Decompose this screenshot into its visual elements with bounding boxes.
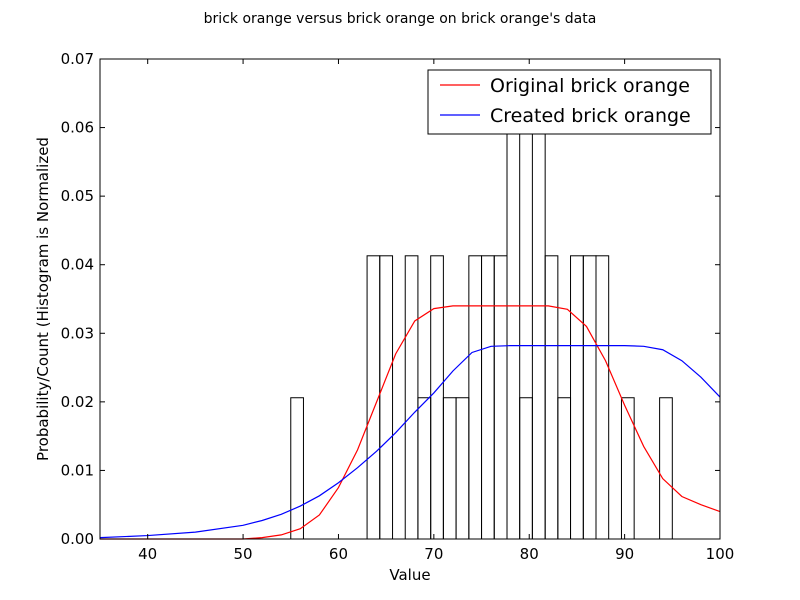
- y-tick-label: 0.02: [61, 393, 94, 411]
- x-axis-label: Value: [389, 566, 430, 584]
- series-line-created: [99, 345, 721, 539]
- x-tick-label: 50: [234, 545, 253, 563]
- histogram-bar: [455, 397, 470, 540]
- histogram-bar: [595, 255, 610, 540]
- axes-frame: [99, 58, 721, 540]
- histogram-bar: [442, 397, 457, 540]
- histogram-bar: [493, 255, 508, 540]
- x-tick-label: 90: [615, 545, 634, 563]
- histogram-bar: [430, 255, 444, 540]
- histogram-bar: [379, 255, 394, 540]
- histogram-bar: [531, 114, 546, 540]
- legend-label-created: Created brick orange: [490, 105, 691, 127]
- histogram-bar: [557, 397, 572, 540]
- series-line-original: [100, 305, 721, 540]
- legend-label-original: Original brick orange: [490, 75, 690, 97]
- y-tick-label: 0.04: [61, 256, 94, 274]
- x-tick-label: 80: [520, 545, 539, 563]
- histogram-bar: [659, 397, 673, 540]
- histogram-bar: [290, 397, 304, 540]
- series-lines: [99, 305, 721, 540]
- legend: Original brick orange Created brick oran…: [427, 69, 712, 135]
- y-tick-label: 0.01: [61, 461, 94, 479]
- y-tick-label: 0.05: [61, 187, 94, 205]
- x-tick-label: 100: [706, 545, 735, 563]
- legend-box: [427, 69, 712, 135]
- histogram-bar: [481, 255, 495, 540]
- histogram-bar: [519, 397, 533, 540]
- histogram-bar: [620, 397, 635, 540]
- histogram-bar: [417, 397, 432, 540]
- y-tick-label: 0.06: [61, 119, 94, 137]
- histogram-bar: [506, 114, 521, 540]
- x-tick-label: 70: [424, 545, 443, 563]
- x-tick-label: 40: [138, 545, 157, 563]
- y-axis-label: Probability/Count (Histogram is Normaliz…: [34, 137, 52, 461]
- chart-title: brick orange versus brick orange on bric…: [204, 11, 597, 27]
- y-tick-label: 0.03: [61, 324, 94, 342]
- histogram-bar: [468, 255, 483, 540]
- histogram-bar: [570, 255, 584, 540]
- x-tick-label: 60: [329, 545, 348, 563]
- histogram-bar: [544, 255, 559, 540]
- axis-ticks: 40 50 60 70 80 90 100 0.00 0.01 0.02 0.03 0.04 0.05 0…: [61, 50, 735, 563]
- histogram-bar: [404, 255, 419, 540]
- histogram-bar: [582, 255, 597, 540]
- y-tick-label: 0.07: [61, 50, 94, 68]
- y-tick-label: 0.00: [61, 530, 94, 548]
